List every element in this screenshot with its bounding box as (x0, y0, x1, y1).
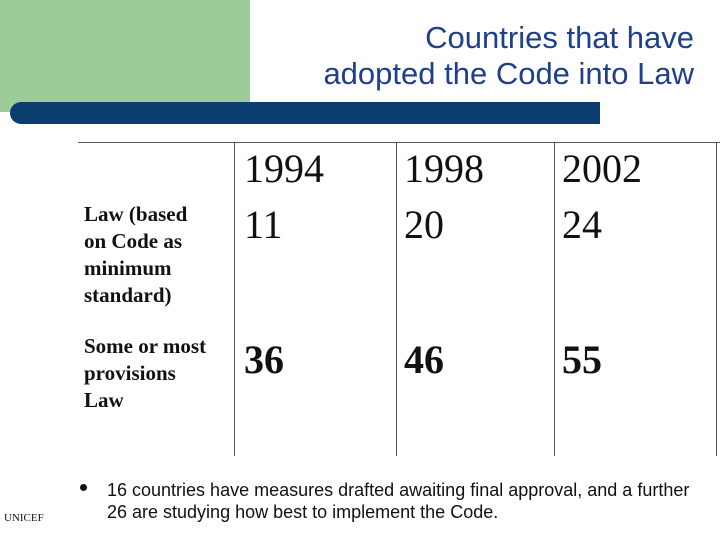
year-1998: 1998 (404, 146, 484, 191)
slide-title-line-1: Countries that have (425, 20, 694, 55)
bullet-icon (80, 484, 87, 491)
slide-title-line-2: adopted the Code into Law (323, 56, 694, 91)
provisions-value-1994: 36 (244, 337, 284, 382)
law-value-1994: 11 (244, 202, 283, 247)
provisions-value-2002: 55 (562, 337, 602, 382)
table-top-rule (78, 142, 720, 143)
provisions-value-1998: 46 (404, 337, 444, 382)
title-underline-bar (10, 102, 600, 124)
table-column-divider-1 (234, 142, 235, 456)
law-value-2002: 24 (562, 202, 602, 247)
slide-title: Countries that have adopted the Code int… (174, 20, 694, 92)
year-2002: 2002 (562, 146, 642, 191)
law-value-1998: 20 (404, 202, 444, 247)
row-label-some-or-most-provisions: Some or most provisions Law (84, 334, 207, 412)
table-column-divider-2 (396, 142, 397, 456)
note-text: 16 countries have measures drafted await… (107, 480, 690, 522)
footer-unicef-text: UNICEF (4, 512, 44, 524)
table-column-divider-3 (554, 142, 555, 456)
decorative-green-block (0, 0, 250, 112)
year-1994: 1994 (244, 146, 324, 191)
table-column-divider-4 (716, 142, 717, 456)
row-label-law-based-on-code: Law (based on Code as minimum standard) (84, 202, 188, 307)
